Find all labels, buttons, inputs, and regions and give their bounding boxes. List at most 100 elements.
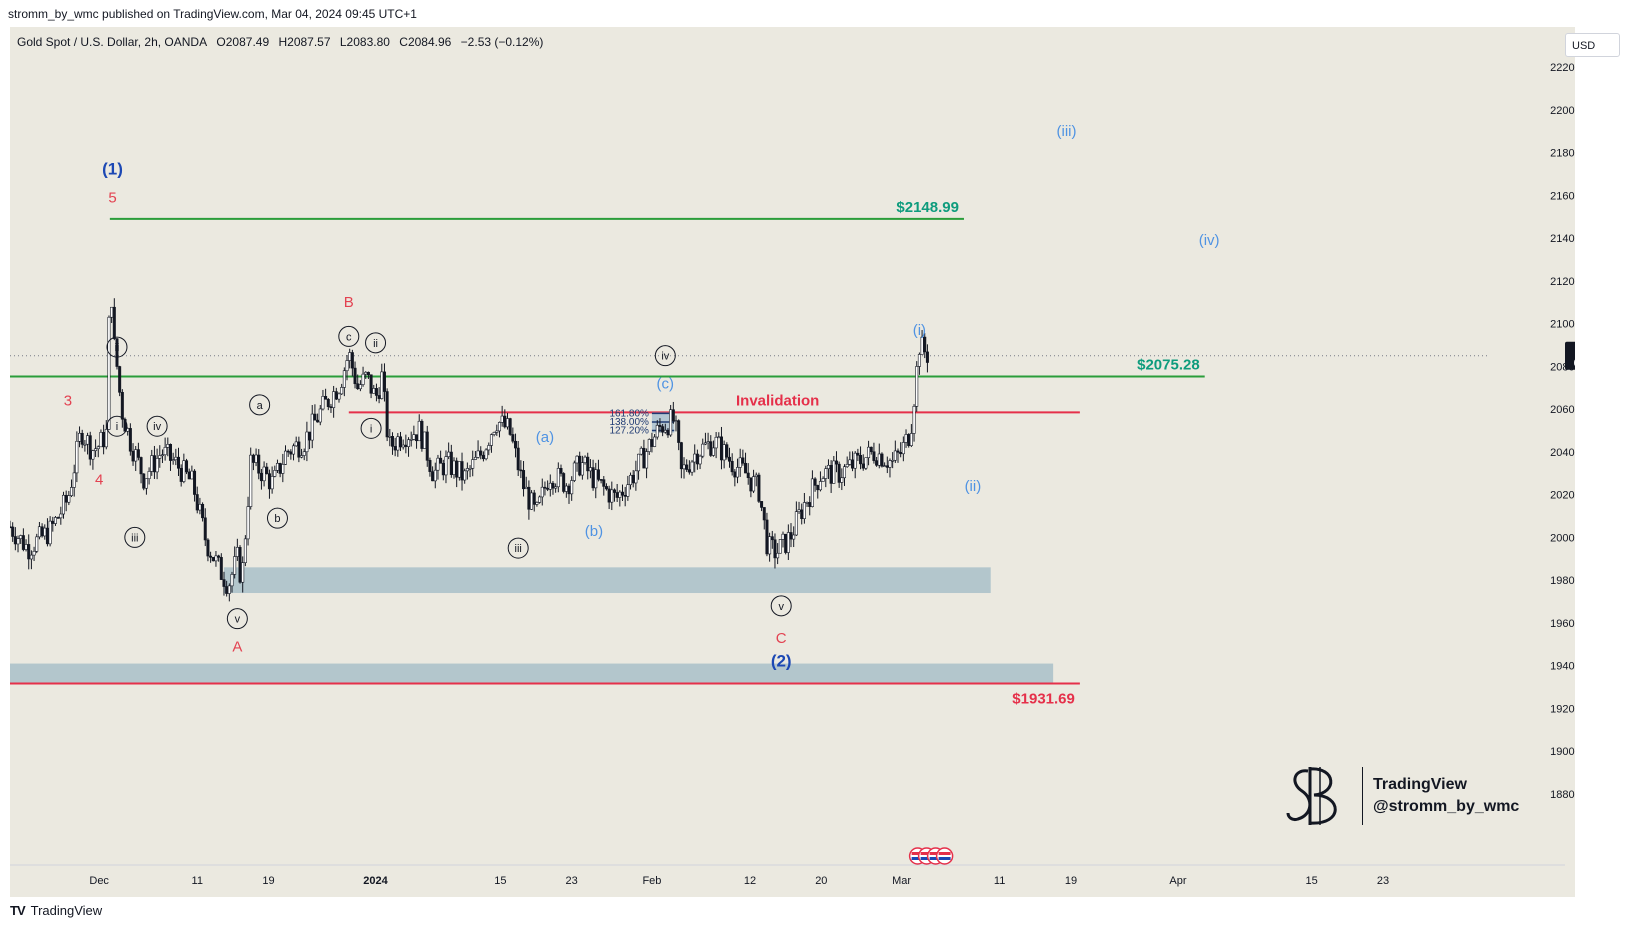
candle-body [358, 384, 362, 390]
candle-body [182, 460, 186, 482]
candle-body [562, 473, 566, 492]
candle-body [468, 467, 472, 470]
candle-body [492, 432, 496, 435]
candle-body [487, 445, 491, 451]
candle-body [471, 459, 475, 469]
price-chart[interactable]: $2148.99 $2075.28 Invalidation $1931.69 161… [10, 27, 1575, 897]
candle-body [706, 441, 710, 444]
candle-body [698, 455, 702, 465]
us-event-flag-icon[interactable] [935, 847, 954, 865]
candle-body [407, 439, 411, 447]
candle-body [198, 503, 202, 511]
candle-body [463, 470, 467, 481]
candle-body [289, 451, 293, 455]
candle-body [786, 532, 790, 553]
wave-label-21: v [778, 601, 784, 613]
candle-body [744, 462, 748, 474]
candle-body [784, 533, 788, 553]
candle-body [904, 434, 908, 443]
wave-label-22: C [776, 630, 787, 647]
candle-body [465, 468, 469, 472]
candle-body [326, 399, 330, 407]
symbol-legend[interactable]: Gold Spot / U.S. Dollar, 2h, OANDA O2087… [17, 35, 549, 49]
candle-body [629, 474, 633, 486]
wave-label-23: (2) [771, 651, 792, 670]
candle-body [476, 450, 480, 458]
candle-body [693, 453, 697, 463]
candle-body [851, 459, 855, 469]
watermark-line-2: @stromm_by_wmc [1373, 798, 1520, 815]
candle-body [489, 434, 493, 446]
wave-circle-4 [106, 336, 128, 358]
y-tick-label: 2040.00 [1550, 447, 1575, 459]
candle-body [794, 511, 798, 536]
candle-body [449, 451, 453, 475]
x-tick-label: 2024 [363, 875, 388, 887]
candle-body [746, 472, 750, 479]
candle-body [727, 456, 731, 462]
currency-button[interactable]: USD [1565, 33, 1620, 57]
support-zone-1[interactable] [10, 663, 1054, 683]
candle-body [551, 482, 555, 489]
candle-body [227, 585, 231, 594]
candle-body [313, 413, 317, 421]
candle-body [762, 507, 766, 521]
candle-body [703, 442, 707, 445]
candle-body [738, 457, 742, 468]
candle-body [112, 306, 116, 339]
candle-body [415, 434, 419, 442]
candle-body [262, 466, 266, 482]
y-tick-label: 2220.00 [1550, 62, 1575, 74]
x-tick-label: 19 [262, 875, 274, 887]
chart-area[interactable]: $2148.99 $2075.28 Invalidation $1931.69 161… [10, 27, 1575, 897]
candle-body [72, 472, 76, 488]
candle-body [270, 476, 274, 490]
candle-body [118, 366, 122, 393]
candle-body [824, 468, 828, 479]
candle-body [524, 486, 528, 490]
candle-body [538, 496, 542, 503]
support-zone-0[interactable] [223, 567, 991, 594]
candle-body [899, 452, 903, 455]
candle-body [885, 465, 889, 468]
candle-body [40, 526, 44, 537]
candle-body [300, 455, 304, 458]
candle-body [834, 460, 838, 465]
candle-body [48, 520, 52, 545]
us-event-flag-field [911, 857, 924, 860]
candle-body [70, 487, 74, 496]
wave-circle-13 [338, 325, 360, 347]
x-tick-label: 15 [1306, 875, 1318, 887]
candle-body [599, 479, 603, 481]
candle-body [920, 336, 924, 355]
ohlc-low: L2083.80 [339, 35, 390, 49]
wave-circle-15 [360, 417, 382, 439]
candle-body [61, 494, 65, 515]
y-tick-label: 2000.00 [1550, 532, 1575, 544]
candle-body [185, 460, 189, 473]
candle-body [452, 460, 456, 475]
wave-label-7: iii [131, 532, 138, 544]
candle-body [334, 391, 338, 400]
candle-body [396, 436, 400, 451]
candle-body [420, 420, 424, 449]
candle-body [275, 463, 279, 471]
candle-body [59, 513, 63, 519]
candle-body [669, 409, 673, 436]
candle-body [94, 448, 98, 452]
x-tick-label: 12 [744, 875, 756, 887]
x-tick-label: Feb [642, 875, 661, 887]
candle-body [473, 457, 477, 460]
candle-body [29, 554, 33, 560]
candle-body [760, 501, 764, 508]
candle-body [160, 454, 164, 457]
candle-body [254, 454, 258, 463]
wave-circle-16 [507, 537, 529, 559]
candle-body [567, 485, 571, 495]
candle-body [321, 396, 325, 410]
candle-body [484, 449, 488, 460]
candle-body [736, 467, 740, 478]
footer-brand[interactable]: TV TradingView [10, 903, 102, 918]
candle-body [658, 425, 662, 427]
candle-body [174, 456, 178, 461]
